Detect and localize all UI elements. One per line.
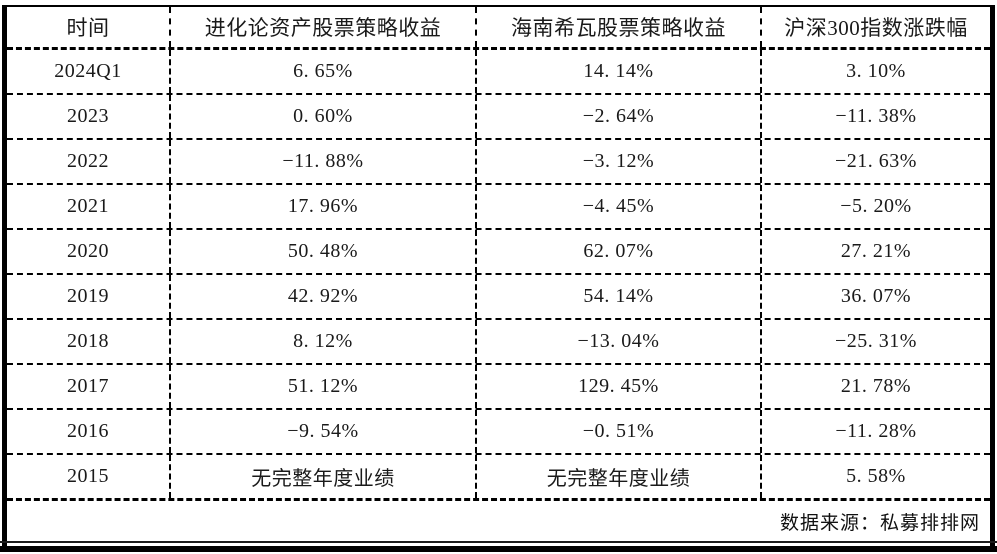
cell-xiwa-return: 62. 07%	[477, 230, 762, 273]
cell-xiwa-return: 54. 14%	[477, 275, 762, 318]
cell-csi300-change: −11. 38%	[835, 105, 917, 127]
cell-evolution-return: 6. 65%	[171, 50, 477, 93]
cell-xiwa-return: −4. 45%	[477, 185, 762, 228]
cell-xiwa-return: −3. 12%	[477, 140, 762, 183]
cell-xiwa-return: 无完整年度业绩	[477, 455, 762, 498]
cell-period: 2017	[7, 365, 171, 408]
cell-period: 2018	[7, 320, 171, 363]
cell-evolution-return: 无完整年度业绩	[171, 455, 477, 498]
table-row-2021: 2021 17. 96% −4. 45% −5. 20%	[7, 185, 990, 230]
header-csi300-change: 沪深300指数涨跌幅	[784, 16, 968, 40]
cell-evolution-return: −11. 88%	[171, 140, 477, 183]
table-row-2022: 2022 −11. 88% −3. 12% −21. 63%	[7, 140, 990, 185]
cell-csi300-change: −11. 28%	[835, 420, 917, 442]
cell-csi300-change: 3. 10%	[846, 60, 906, 82]
table-row-2023: 2023 0. 60% −2. 64% −11. 38%	[7, 95, 990, 140]
cell-evolution-return: −9. 54%	[171, 410, 477, 453]
cell-evolution-return: 50. 48%	[171, 230, 477, 273]
bottom-rule-thick	[0, 546, 997, 552]
table-row-2017: 2017 51. 12% 129. 45% 21. 78%	[7, 365, 990, 410]
table-row-2019: 2019 42. 92% 54. 14% 36. 07%	[7, 275, 990, 320]
returns-table: 时间 进化论资产股票策略收益 海南希瓦股票策略收益 沪深300指数涨跌幅 202…	[2, 5, 995, 552]
cell-period: 2020	[7, 230, 171, 273]
cell-csi300-change: −25. 31%	[835, 330, 917, 352]
table-row-2020: 2020 50. 48% 62. 07% 27. 21%	[7, 230, 990, 275]
cell-evolution-return: 51. 12%	[171, 365, 477, 408]
cell-csi300-change: 27. 21%	[840, 240, 912, 262]
cell-period: 2024Q1	[7, 50, 171, 93]
cell-xiwa-return: −0. 51%	[477, 410, 762, 453]
cell-period: 2019	[7, 275, 171, 318]
table-row-2018: 2018 8. 12% −13. 04% −25. 31%	[7, 320, 990, 365]
cell-period: 2023	[7, 95, 171, 138]
cell-evolution-return: 42. 92%	[171, 275, 477, 318]
cell-csi300-change: −21. 63%	[835, 150, 917, 172]
cell-xiwa-return: 129. 45%	[477, 365, 762, 408]
cell-period: 2022	[7, 140, 171, 183]
cell-xiwa-return: −13. 04%	[477, 320, 762, 363]
table-row-2015: 2015 无完整年度业绩 无完整年度业绩 5. 58%	[7, 455, 990, 501]
header-evolution-return: 进化论资产股票策略收益	[171, 7, 477, 47]
cell-period: 2021	[7, 185, 171, 228]
cell-csi300-change: 21. 78%	[840, 375, 912, 397]
cell-evolution-return: 17. 96%	[171, 185, 477, 228]
cell-period: 2015	[7, 455, 171, 498]
bottom-rule-thin	[0, 541, 997, 543]
cell-csi300-change: −5. 20%	[840, 195, 912, 217]
cell-evolution-return: 8. 12%	[171, 320, 477, 363]
cell-xiwa-return: −2. 64%	[477, 95, 762, 138]
header-xiwa-return: 海南希瓦股票策略收益	[477, 7, 762, 47]
table-header-row: 时间 进化论资产股票策略收益 海南希瓦股票策略收益 沪深300指数涨跌幅	[7, 7, 990, 50]
header-time: 时间	[7, 7, 171, 47]
table-row-2024q1: 2024Q1 6. 65% 14. 14% 3. 10%	[7, 50, 990, 95]
cell-csi300-change: 36. 07%	[840, 285, 912, 307]
cell-evolution-return: 0. 60%	[171, 95, 477, 138]
cell-csi300-change: 5. 58%	[846, 465, 906, 487]
cell-period: 2016	[7, 410, 171, 453]
data-source-note: 数据来源：私募排排网	[779, 513, 980, 534]
cell-xiwa-return: 14. 14%	[477, 50, 762, 93]
table-footer: 数据来源：私募排排网	[7, 501, 990, 552]
table-row-2016: 2016 −9. 54% −0. 51% −11. 28%	[7, 410, 990, 455]
